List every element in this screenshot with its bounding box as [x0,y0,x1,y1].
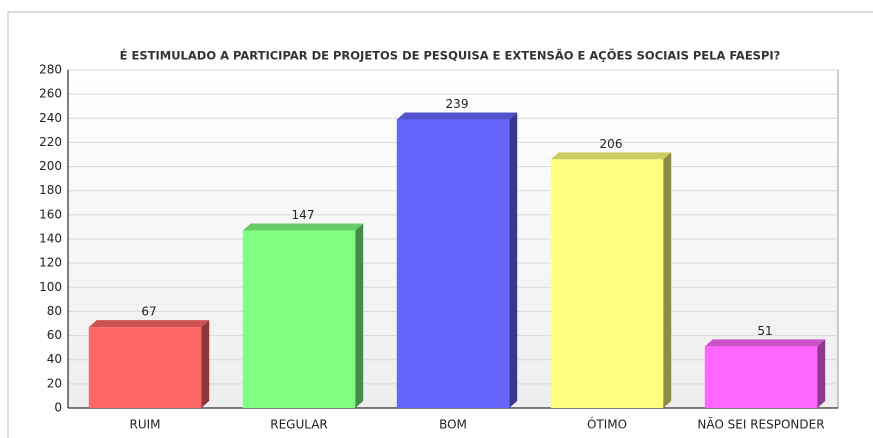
chart-title: É ESTIMULADO A PARTICIPAR DE PROJETOS DE… [120,48,781,63]
x-tick-label: NÃO SEI RESPONDER [697,417,824,432]
y-tick-label: 140 [39,232,62,246]
bar-side [663,152,672,408]
bar [396,112,518,408]
bar-front [88,327,202,408]
bar-side [817,339,826,408]
bar [242,223,364,408]
y-tick-label: 260 [39,87,62,101]
data-label: 67 [141,305,156,319]
x-tick-label: ÓTIMO [587,417,627,432]
y-tick-label: 60 [47,328,62,342]
y-tick-label: 120 [39,256,62,270]
bar-side [355,223,364,408]
y-tick-label: 100 [39,280,62,294]
bar-top [704,339,826,347]
y-tick-label: 200 [39,159,62,173]
frame [7,11,873,438]
y-tick-label: 40 [47,352,62,366]
y-tick-label: 180 [39,183,62,197]
bar-front [550,159,664,408]
bar [704,339,826,408]
y-tick-label: 80 [47,304,62,318]
y-tick-label: 0 [54,401,62,415]
x-tick-label: RUIM [129,418,160,432]
bar-front [396,119,510,408]
x-tick-label: BOM [439,418,467,432]
y-tick-label: 20 [47,376,62,390]
y-tick-label: 220 [39,135,62,149]
bar [88,320,210,408]
bar-front [242,230,356,408]
bar-side [509,112,518,408]
bar-top [550,152,672,160]
y-tick-label: 160 [39,207,62,221]
y-tick-label: 280 [39,63,62,77]
bar-front [704,346,818,408]
y-tick-label: 240 [39,111,62,125]
bar-top [396,112,518,120]
bar [550,152,672,408]
bar-side [201,320,210,408]
data-label: 51 [757,324,772,338]
bar-top [88,320,210,328]
data-label: 206 [600,137,623,151]
data-label: 239 [446,97,469,111]
data-label: 147 [292,208,315,222]
x-tick-label: REGULAR [270,418,328,432]
bar-top [242,223,364,231]
